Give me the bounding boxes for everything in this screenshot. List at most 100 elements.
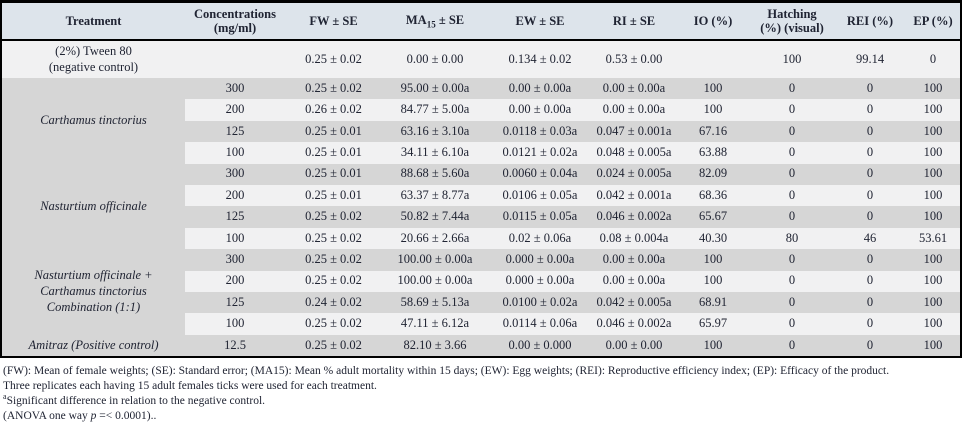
cell-fw: 0.26 ± 0.02 bbox=[285, 99, 382, 121]
cell-rei: 0 bbox=[834, 78, 906, 100]
cell-fw: 0.24 ± 0.02 bbox=[285, 291, 382, 314]
cell-rei: 99.14 bbox=[834, 40, 906, 78]
col-header-rei: REI (%) bbox=[834, 3, 906, 41]
cell-io: 40.30 bbox=[676, 227, 750, 250]
cell-rei: 0 bbox=[834, 184, 906, 207]
table-row: 100 0.25 ± 0.01 34.11 ± 6.10a 0.0121 ± 0.02… bbox=[2, 142, 960, 164]
table-row: 125 0.25 ± 0.01 63.16 ± 3.10a 0.0118 ± 0.03… bbox=[2, 120, 960, 143]
cell-ep: 100 bbox=[906, 184, 960, 207]
cell-ep: 100 bbox=[906, 99, 960, 121]
cell-ri: 0.042 ± 0.001a bbox=[592, 184, 676, 207]
cell-fw: 0.25 ± 0.02 bbox=[285, 270, 382, 292]
col-header-io: IO (%) bbox=[676, 3, 750, 41]
cell-hatching: 0 bbox=[750, 163, 834, 185]
table-body: (2%) Tween 80 (negative control) 0.25 ± 0… bbox=[2, 40, 960, 357]
cell-fw: 0.25 ± 0.01 bbox=[285, 142, 382, 164]
cell-fw: 0.25 ± 0.02 bbox=[285, 313, 382, 335]
col-header-ma15: MA15 ± SE bbox=[382, 3, 488, 41]
table-row: 100 0.25 ± 0.02 20.66 ± 2.66a 0.02 ± 0.06a 0… bbox=[2, 227, 960, 250]
treatment-cell: Nasturtium officinale + Carthamus tincto… bbox=[2, 249, 185, 335]
table-header: Treatment Concentrations (mg/ml) FW ± SE… bbox=[2, 3, 960, 41]
cell-ri: 0.024 ± 0.005a bbox=[592, 163, 676, 185]
cell-ri: 0.08 ± 0.004a bbox=[592, 227, 676, 250]
cell-conc: 200 bbox=[185, 99, 285, 121]
cell-io: 100 bbox=[676, 249, 750, 271]
cell-ma: 20.66 ± 2.66a bbox=[382, 227, 488, 250]
cell-io: 100 bbox=[676, 334, 750, 357]
footnote-replicates: Three replicates each having 15 adult fe… bbox=[3, 380, 377, 393]
cell-hatching: 0 bbox=[750, 78, 834, 100]
cell-conc: 100 bbox=[185, 142, 285, 164]
cell-conc: 100 bbox=[185, 313, 285, 335]
cell-ep: 100 bbox=[906, 334, 960, 357]
cell-hatching: 0 bbox=[750, 120, 834, 143]
cell-ew: 0.000 ± 0.00a bbox=[488, 249, 592, 271]
table-row: 125 0.24 ± 0.02 58.69 ± 5.13a 0.0100 ± 0.02… bbox=[2, 291, 960, 314]
cell-io: 63.88 bbox=[676, 142, 750, 164]
treatment-cell: Carthamus tinctorius bbox=[2, 78, 185, 164]
cell-ri: 0.00 ± 0.00 bbox=[592, 334, 676, 357]
cell-fw: 0.25 ± 0.01 bbox=[285, 120, 382, 143]
cell-io: 100 bbox=[676, 99, 750, 121]
cell-fw: 0.25 ± 0.02 bbox=[285, 334, 382, 357]
cell-ma: 100.00 ± 0.00a bbox=[382, 249, 488, 271]
cell-hatching: 0 bbox=[750, 142, 834, 164]
table-row: Nasturtium officinale + Carthamus tincto… bbox=[2, 249, 960, 335]
cell-rei: 0 bbox=[834, 99, 906, 121]
cell-ri: 0.042 ± 0.005a bbox=[592, 291, 676, 314]
cell-ep: 0 bbox=[906, 40, 960, 78]
anova-p-symbol: p bbox=[90, 410, 97, 423]
cell-ew: 0.0114 ± 0.06a bbox=[488, 313, 592, 335]
col-header-ri: RI ± SE bbox=[592, 3, 676, 41]
cell-ep: 100 bbox=[906, 249, 960, 271]
cell-ew: 0.00 ± 0.00a bbox=[488, 99, 592, 121]
cell-ma: 88.68 ± 5.60a bbox=[382, 163, 488, 185]
cell-conc: 300 bbox=[185, 249, 285, 271]
cell-io: 67.16 bbox=[676, 120, 750, 143]
treatment-cell: (2%) Tween 80 (negative control) bbox=[2, 40, 185, 78]
cell-conc: 125 bbox=[185, 291, 285, 314]
cell-hatching: 0 bbox=[750, 184, 834, 207]
cell-hatching: 0 bbox=[750, 334, 834, 357]
cell-fw: 0.25 ± 0.02 bbox=[285, 206, 382, 228]
col-header-fw: FW ± SE bbox=[285, 3, 382, 41]
cell-conc: 200 bbox=[185, 184, 285, 207]
cell-rei: 0 bbox=[834, 270, 906, 292]
cell-ri: 0.00 ± 0.00a bbox=[592, 249, 676, 271]
cell-fw: 0.25 ± 0.02 bbox=[285, 227, 382, 250]
cell-conc: 100 bbox=[185, 227, 285, 250]
cell-io: 65.67 bbox=[676, 206, 750, 228]
ma15-subscript: 15 bbox=[426, 19, 436, 30]
cell-io: 65.97 bbox=[676, 313, 750, 335]
cell-conc: 200 bbox=[185, 270, 285, 292]
table-row: Amitraz (Positive control) 12.5 0.25 ± 0.0… bbox=[2, 334, 960, 357]
cell-rei: 46 bbox=[834, 227, 906, 250]
cell-ew: 0.0100 ± 0.02a bbox=[488, 291, 592, 314]
cell-ma: 63.37 ± 8.77a bbox=[382, 184, 488, 207]
cell-ma: 84.77 ± 5.00a bbox=[382, 99, 488, 121]
footnote-significance: aSignificant difference in relation to t… bbox=[3, 392, 266, 408]
cell-io: 82.09 bbox=[676, 163, 750, 185]
cell-fw: 0.25 ± 0.01 bbox=[285, 163, 382, 185]
cell-ew: 0.134 ± 0.02 bbox=[488, 40, 592, 78]
table-row: 125 0.25 ± 0.02 50.82 ± 7.44a 0.0115 ± 0.05… bbox=[2, 206, 960, 228]
col-header-hatching: Hatching (%) (visual) bbox=[750, 3, 834, 41]
cell-io: 68.36 bbox=[676, 184, 750, 207]
cell-hatching: 0 bbox=[750, 249, 834, 271]
cell-hatching: 0 bbox=[750, 313, 834, 335]
cell-ma: 50.82 ± 7.44a bbox=[382, 206, 488, 228]
cell-ma: 63.16 ± 3.10a bbox=[382, 120, 488, 143]
cell-hatching: 0 bbox=[750, 291, 834, 314]
treatment-cell: Nasturtium officinale bbox=[2, 163, 185, 250]
cell-ma: 34.11 ± 6.10a bbox=[382, 142, 488, 164]
cell-ep: 100 bbox=[906, 206, 960, 228]
col-header-ep: EP (%) bbox=[906, 3, 960, 41]
cell-rei: 0 bbox=[834, 249, 906, 271]
col-header-concentrations: Concentrations (mg/ml) bbox=[185, 3, 285, 41]
cell-rei: 0 bbox=[834, 163, 906, 185]
cell-ri: 0.048 ± 0.005a bbox=[592, 142, 676, 164]
cell-ep: 53.61 bbox=[906, 227, 960, 250]
cell-fw: 0.25 ± 0.02 bbox=[285, 78, 382, 100]
cell-ew: 0.0115 ± 0.05a bbox=[488, 206, 592, 228]
cell-ep: 100 bbox=[906, 313, 960, 335]
